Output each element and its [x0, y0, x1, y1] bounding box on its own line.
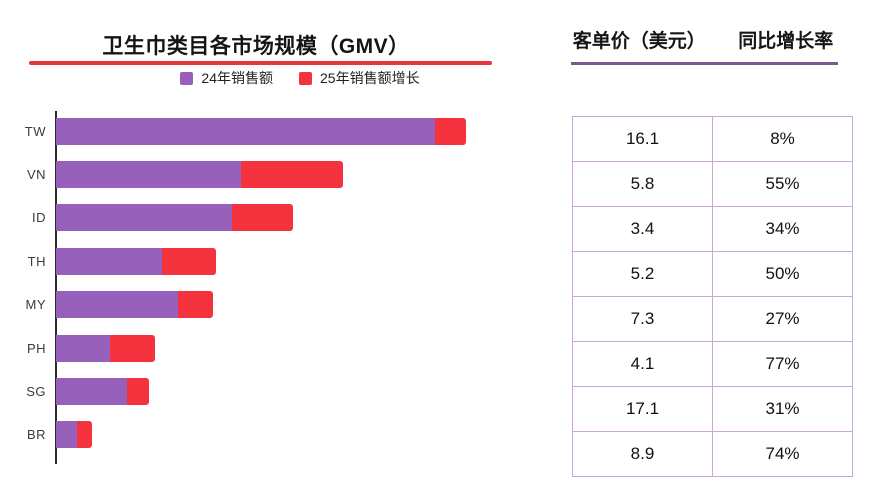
bar-segment-25-growth-sg	[127, 378, 149, 405]
bar-segment-25-growth-th	[162, 247, 216, 275]
bar-row-id: ID	[0, 204, 884, 232]
table-header-growth: 同比增长率	[738, 31, 834, 52]
chart-title: 卫生巾类目各市场规模（GMV）	[102, 35, 410, 59]
growth-cell: 27%	[712, 296, 853, 342]
bar-segment-24-sales-id	[56, 204, 232, 232]
table-row: 4.1 77%	[572, 341, 853, 387]
bar-label-br: BR	[26, 427, 46, 443]
aov-cell: 16.1	[572, 116, 713, 162]
bar-segment-24-sales-sg	[56, 378, 127, 405]
table-row: 5.8 55%	[572, 161, 853, 207]
bar-row-sg: SG	[0, 378, 884, 405]
table-row: 8.9 74%	[572, 431, 853, 477]
bar-row-th: TH	[0, 247, 884, 275]
bar-segment-24-sales-br	[56, 421, 77, 449]
bar-segment-24-sales-tw	[56, 117, 435, 145]
header-underline-purple	[571, 62, 838, 65]
table-row: 3.4 34%	[572, 206, 853, 252]
bar-segment-24-sales-vn	[56, 161, 241, 188]
chart-legend: 24年销售额 25年销售额增长	[110, 68, 490, 88]
bar-segment-25-growth-my	[178, 291, 213, 319]
aov-cell: 7.3	[572, 296, 713, 342]
aov-cell: 3.4	[572, 206, 713, 252]
bar-segment-25-growth-ph	[110, 334, 155, 362]
bar-label-my: MY	[25, 297, 46, 313]
bar-label-vn: VN	[26, 167, 46, 182]
table-row: 17.1 31%	[572, 386, 853, 432]
table-headers: 客单价（美元） 同比增长率	[566, 26, 859, 52]
growth-cell: 50%	[712, 251, 853, 297]
title-underline-red	[29, 61, 492, 65]
bar-row-my: MY	[0, 291, 884, 319]
aov-cell: 5.8	[572, 161, 713, 207]
bar-label-ph: PH	[26, 340, 46, 356]
growth-cell: 31%	[712, 386, 853, 432]
bar-segment-25-growth-id	[232, 204, 293, 232]
y-axis-line	[55, 111, 57, 464]
bar-label-id: ID	[32, 210, 46, 226]
aov-cell: 17.1	[572, 386, 713, 432]
aov-cell: 8.9	[572, 431, 713, 477]
bar-segment-25-growth-vn	[241, 161, 343, 188]
table-header-aov: 客单价（美元）	[572, 31, 706, 52]
bar-label-tw: TW	[24, 123, 46, 139]
bar-row-vn: VN	[0, 161, 884, 188]
table-row: 5.2 50%	[572, 251, 853, 297]
bar-segment-25-growth-br	[77, 421, 92, 449]
table-row: 16.1 8%	[572, 116, 853, 162]
red-square-swatch-icon	[299, 71, 312, 85]
aov-cell: 4.1	[572, 341, 713, 387]
legend-item-25-growth: 25年销售额增长	[299, 68, 420, 88]
table-row: 7.3 27%	[572, 296, 853, 342]
legend-label-25-growth: 25年销售额增长	[320, 70, 420, 86]
legend-label-24-sales: 24年销售额	[201, 70, 273, 86]
growth-cell: 8%	[712, 116, 853, 162]
bar-row-tw: TW	[0, 117, 884, 145]
bar-segment-24-sales-my	[56, 291, 178, 319]
growth-cell: 34%	[712, 206, 853, 252]
aov-cell: 5.2	[572, 251, 713, 297]
growth-cell: 77%	[712, 341, 853, 387]
growth-cell: 74%	[712, 431, 853, 477]
growth-cell: 55%	[712, 161, 853, 207]
bar-label-th: TH	[27, 253, 46, 269]
purple-square-swatch-icon	[180, 71, 194, 85]
aov-growth-table: 16.1 8% 5.8 55% 3.4 34% 5.2 50% 7.3 27% 4.1 77% 17.1…	[572, 116, 853, 477]
bar-segment-24-sales-ph	[56, 334, 110, 362]
bar-row-br: BR	[0, 421, 884, 449]
bar-segment-25-growth-tw	[435, 117, 466, 145]
legend-item-24-sales: 24年销售额	[180, 68, 273, 88]
bar-label-sg: SG	[26, 384, 46, 399]
bar-segment-24-sales-th	[56, 247, 162, 275]
bar-row-ph: PH	[0, 334, 884, 362]
